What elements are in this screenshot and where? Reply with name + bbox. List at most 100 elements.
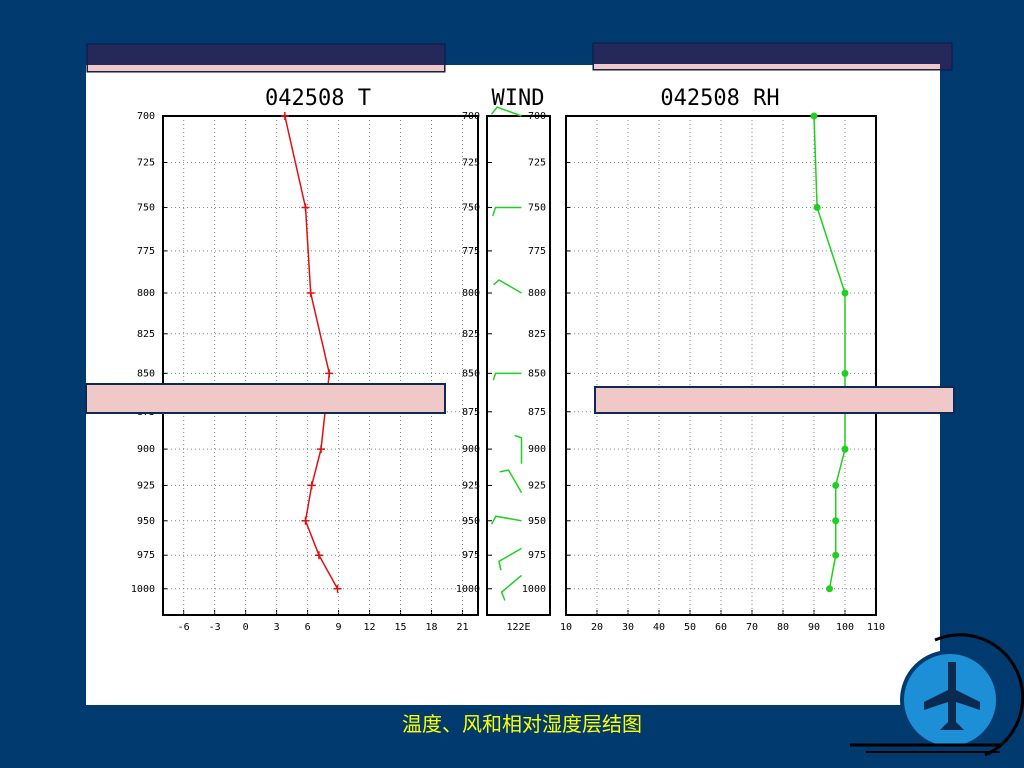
y-tick-label: 825	[528, 329, 546, 340]
y-tick-label: 925	[137, 480, 155, 491]
x-tick-label: 90	[808, 622, 820, 633]
y-tick-label: 975	[462, 550, 480, 561]
point	[301, 203, 310, 212]
x-tick-label: 10	[560, 622, 572, 633]
y-tick-label: 725	[137, 158, 155, 169]
x-tick-label: 50	[684, 622, 696, 633]
y-tick-label: 750	[462, 202, 480, 213]
point	[280, 112, 289, 120]
wind-barb	[493, 279, 522, 294]
point	[841, 369, 849, 377]
y-tick-label: 900	[462, 444, 480, 455]
x-tick-label: 6	[305, 622, 311, 633]
chart-title: WIND	[492, 86, 545, 111]
point	[832, 481, 840, 489]
x-tick-label: 60	[715, 622, 727, 633]
plot-frame	[162, 115, 479, 616]
strip	[88, 65, 444, 71]
logo	[850, 633, 1024, 757]
point	[841, 445, 849, 453]
wind-barb	[498, 547, 522, 571]
y-tick-label: 800	[137, 288, 155, 299]
x-tick-label: 0	[243, 622, 249, 633]
x-tick-label: 110	[867, 622, 885, 633]
y-tick-label: 750	[137, 202, 155, 213]
point	[810, 112, 818, 120]
x-tick-label: -6	[178, 622, 190, 633]
point	[314, 551, 323, 560]
y-tick-label: 800	[528, 288, 546, 299]
y-tick-label: 850	[462, 368, 480, 379]
plot-frame	[486, 115, 551, 616]
point	[813, 203, 821, 211]
x-tick-label: -3	[209, 622, 221, 633]
y-tick-label: 775	[528, 246, 546, 257]
x-tick-label: 12	[364, 622, 376, 633]
y-tick-label: 800	[462, 288, 480, 299]
y-tick-label: 725	[462, 158, 480, 169]
x-tick-label: 30	[622, 622, 634, 633]
point	[306, 288, 315, 297]
y-tick-label: 950	[528, 516, 546, 527]
point	[832, 517, 840, 525]
y-tick-label: 850	[137, 368, 155, 379]
y-tick-label: 925	[528, 480, 546, 491]
band-left	[85, 383, 446, 414]
point	[317, 445, 326, 454]
wind-barb	[514, 434, 523, 464]
y-tick-label: 900	[528, 444, 546, 455]
y-tick-label: 1000	[456, 584, 480, 595]
y-tick-label: 975	[528, 550, 546, 561]
y-tick-label: 1000	[522, 584, 546, 595]
y-tick-label: 825	[462, 329, 480, 340]
wind-barb	[500, 574, 522, 601]
plot-frame	[565, 115, 877, 616]
x-tick-label: 40	[653, 622, 665, 633]
strip	[594, 64, 940, 69]
x-tick-label: 100	[836, 622, 854, 633]
charts: 042508 T70072575077580082585087590092595…	[131, 86, 885, 633]
y-tick-label: 975	[137, 550, 155, 561]
y-tick-label: 850	[528, 368, 546, 379]
y-tick-label: 750	[528, 202, 546, 213]
x-label: 122E	[506, 622, 530, 633]
x-tick-label: 20	[591, 622, 603, 633]
wind-barb	[492, 372, 522, 381]
point	[832, 551, 840, 559]
y-tick-label: 700	[528, 111, 546, 122]
y-tick-label: 725	[528, 158, 546, 169]
x-tick-label: 18	[426, 622, 438, 633]
point	[333, 584, 342, 593]
x-tick-label: 70	[746, 622, 758, 633]
x-tick-label: 15	[395, 622, 407, 633]
y-tick-label: 700	[462, 111, 480, 122]
y-tick-label: 700	[137, 111, 155, 122]
x-tick-label: 3	[274, 622, 280, 633]
wind-barb	[492, 206, 522, 217]
wind-barb	[499, 469, 523, 493]
point	[826, 585, 833, 593]
caption: 温度、风和相对湿度层结图	[402, 712, 642, 736]
wind-barb	[491, 515, 522, 525]
y-tick-label: 825	[137, 329, 155, 340]
y-tick-label: 775	[137, 246, 155, 257]
y-tick-label: 875	[462, 407, 480, 418]
x-tick-label: 21	[456, 622, 468, 633]
y-tick-label: 950	[462, 516, 480, 527]
chart-title: 042508 T	[265, 86, 371, 111]
point	[307, 481, 316, 490]
band-right	[594, 386, 955, 414]
y-tick-label: 875	[528, 407, 546, 418]
point	[325, 369, 334, 378]
chart-title: 042508 RH	[660, 86, 779, 111]
x-tick-label: 80	[777, 622, 789, 633]
y-tick-label: 925	[462, 480, 480, 491]
y-tick-label: 775	[462, 246, 480, 257]
y-tick-label: 900	[137, 444, 155, 455]
point	[841, 289, 849, 297]
y-tick-label: 1000	[131, 584, 155, 595]
x-tick-label: 9	[336, 622, 342, 633]
point	[301, 516, 310, 525]
